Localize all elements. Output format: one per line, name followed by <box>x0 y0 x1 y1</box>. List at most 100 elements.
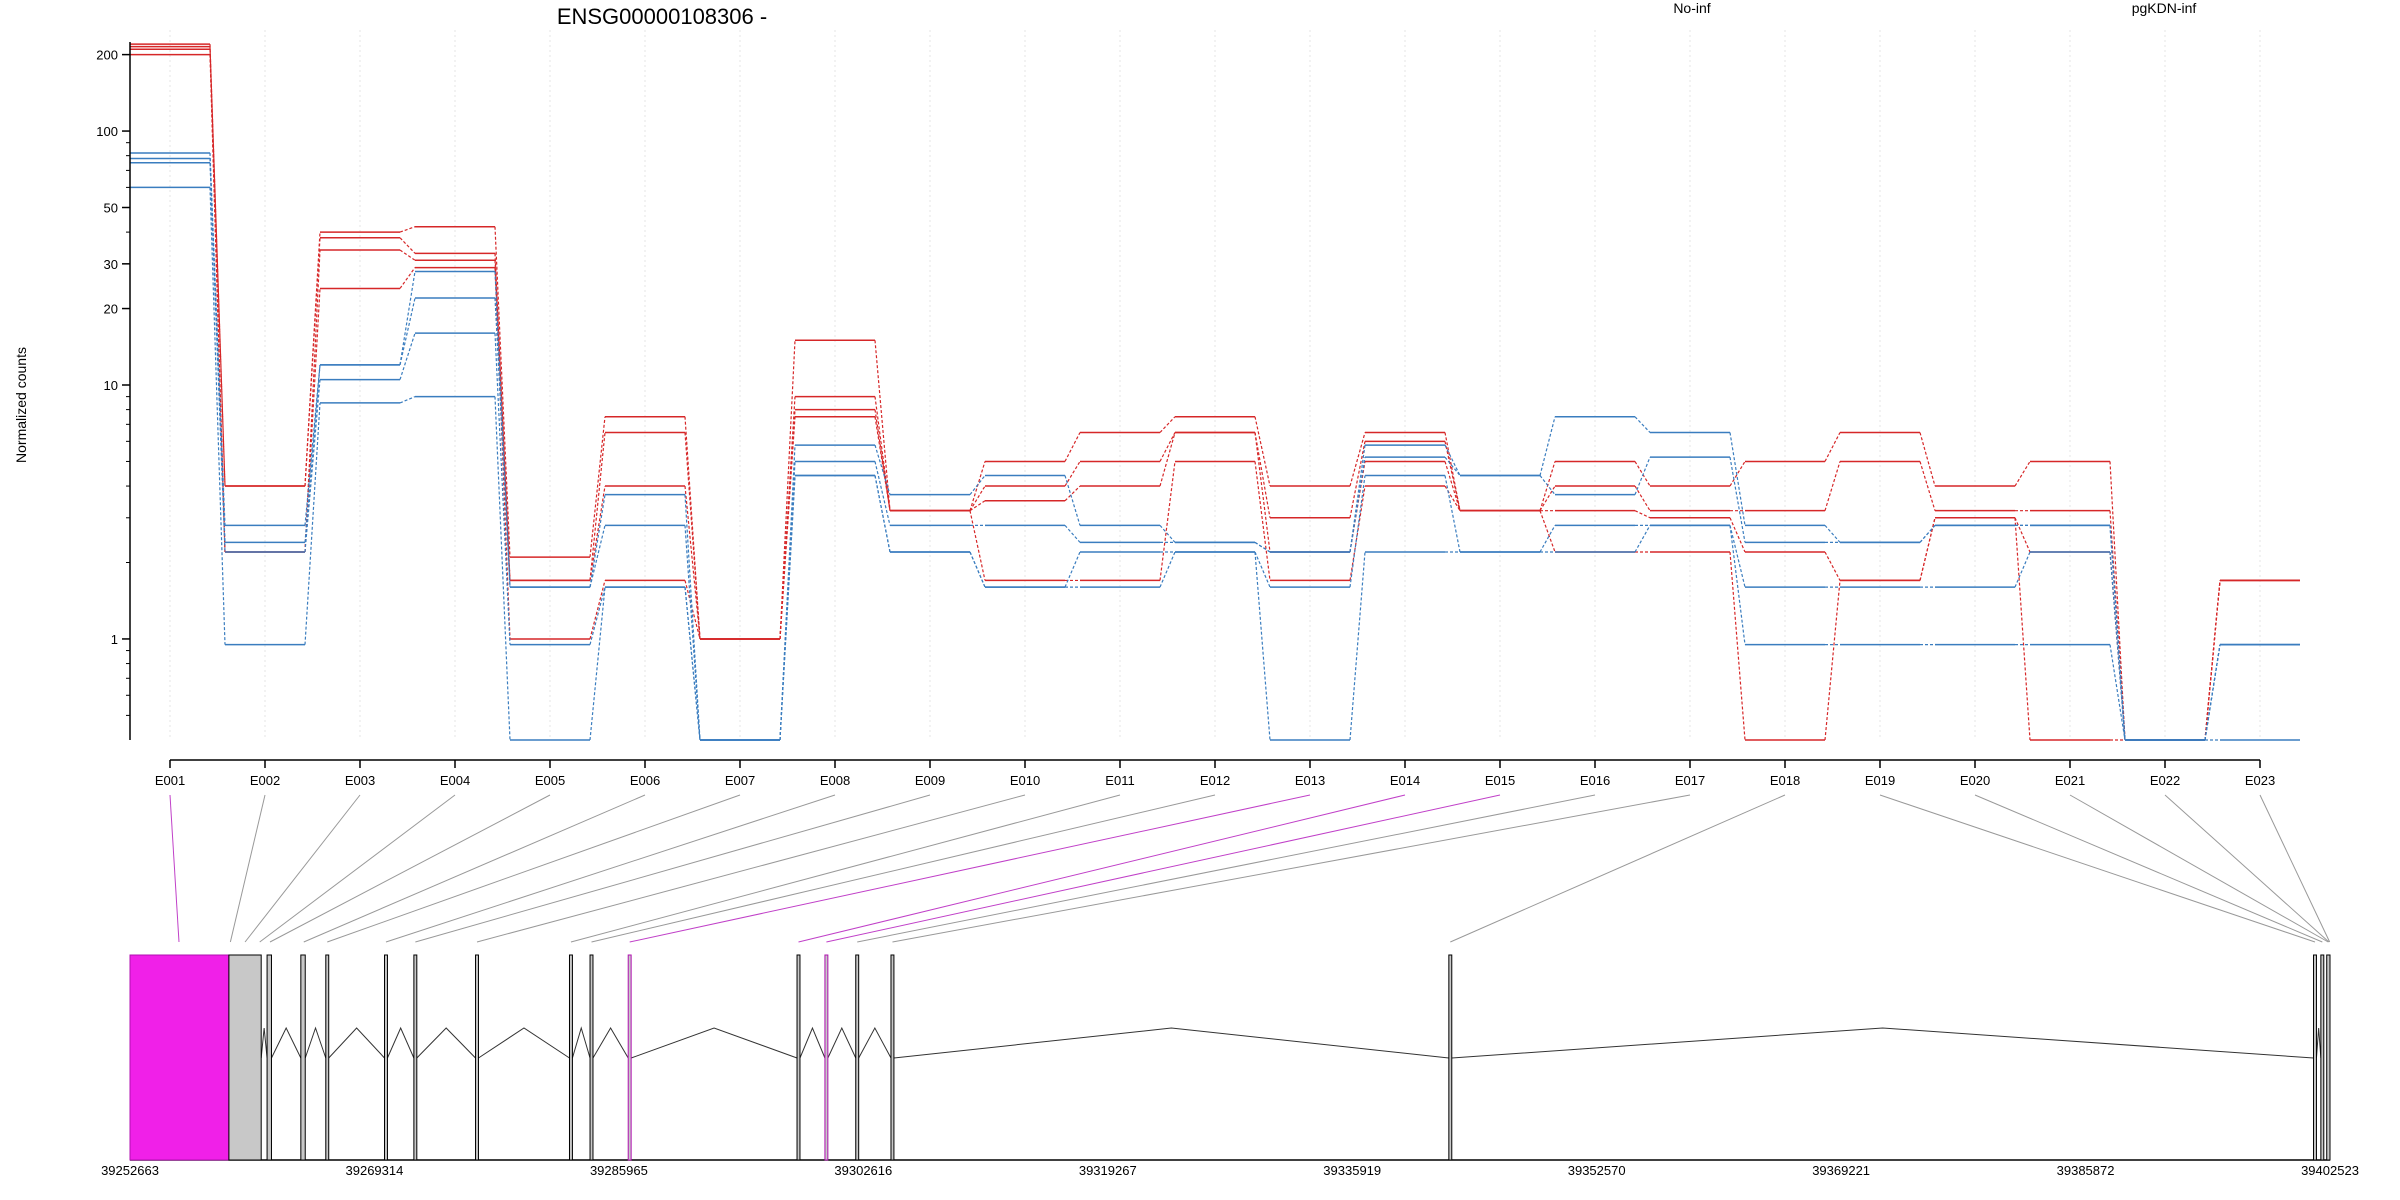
x-tick-label: E012 <box>1200 773 1230 788</box>
connector-segment <box>1824 524 1841 543</box>
connector-segment <box>399 271 416 365</box>
connector-segment <box>1539 510 1556 553</box>
coordinate-label: 39369221 <box>1812 1163 1870 1178</box>
connector-segment <box>2109 644 2126 741</box>
connector-segment <box>589 586 606 645</box>
connector-segment <box>1824 551 1841 581</box>
connector-segment <box>1254 551 1271 741</box>
connector-segment <box>589 580 606 640</box>
x-tick-label: E006 <box>630 773 660 788</box>
connector-segment <box>1159 432 1176 462</box>
coordinate-label: 39385872 <box>2057 1163 2115 1178</box>
connector-segment <box>969 485 986 511</box>
connector-segment <box>1729 551 1746 741</box>
x-tick-label: E013 <box>1295 773 1325 788</box>
connector-segment <box>494 333 511 645</box>
intron <box>571 1026 591 1059</box>
connector-segment <box>209 46 226 487</box>
x-tick-label: E015 <box>1485 773 1515 788</box>
exon-link-e008 <box>385 794 836 943</box>
y-tick-label: 100 <box>96 124 118 139</box>
connector-segment <box>304 379 321 553</box>
connector-segment <box>494 226 511 558</box>
connector-segment <box>494 271 511 588</box>
connector-segment <box>969 475 986 496</box>
connector-segment <box>1729 525 1746 588</box>
x-tick-label: E003 <box>345 773 375 788</box>
connector-segment <box>1349 432 1366 487</box>
connector-segment <box>1444 432 1461 511</box>
exon-box <box>568 954 573 1161</box>
x-tick-label: E014 <box>1390 773 1420 788</box>
intron <box>893 1027 1449 1059</box>
exon-box <box>384 954 388 1161</box>
x-tick-label: E016 <box>1580 773 1610 788</box>
intron <box>827 1026 857 1059</box>
connector-segment <box>2204 580 2221 741</box>
connector-segment <box>2109 525 2126 741</box>
exon-link-e015 <box>826 794 1501 943</box>
connector-segment <box>1254 432 1271 518</box>
exon-link-e020 <box>1974 794 2323 943</box>
connector-segment <box>1634 510 1651 519</box>
x-tick-label: E011 <box>1105 773 1134 788</box>
exon-link-e014 <box>798 794 1406 943</box>
connector-segment <box>684 432 701 639</box>
connector-segment <box>589 587 606 741</box>
connector-segment <box>1254 461 1271 581</box>
connector-segment <box>589 525 606 588</box>
intron <box>630 1027 798 1059</box>
intron <box>592 1027 629 1059</box>
y-tick-label: 50 <box>104 201 118 216</box>
connector-segment <box>1254 541 1271 553</box>
connector-segment <box>589 494 606 588</box>
connector-segment <box>494 396 511 741</box>
connector-segment <box>1159 524 1176 543</box>
connector-segment <box>1539 475 1556 496</box>
x-tick-label: E022 <box>2150 773 2180 788</box>
connector-segment <box>684 485 701 640</box>
exon-box <box>300 954 306 1161</box>
connector-segment <box>1159 432 1176 487</box>
connector-segment <box>1349 475 1366 588</box>
connector-segment <box>1064 524 1081 543</box>
connector-segment <box>1159 416 1176 433</box>
connector-segment <box>1634 456 1651 495</box>
connector-segment <box>1539 416 1556 476</box>
exon-box <box>855 954 860 1161</box>
connector-segment <box>1444 444 1461 476</box>
connector-segment <box>2204 644 2221 741</box>
series-no-inf-3 <box>130 53 2300 741</box>
connector-segment <box>1824 461 1841 511</box>
connector-segment <box>1824 432 1841 462</box>
coordinate-label: 39285965 <box>590 1163 648 1178</box>
connector-segment <box>1254 432 1271 553</box>
connector-segment <box>209 162 226 553</box>
connector-segment <box>1064 475 1081 526</box>
intron <box>271 1026 302 1059</box>
coordinate-label: 39352570 <box>1568 1163 1626 1178</box>
connector-segment <box>2014 517 2031 741</box>
connector-segment <box>399 297 416 366</box>
connector-segment <box>1729 457 1746 543</box>
connector-segment <box>304 237 321 487</box>
exon-link-e001 <box>169 794 180 943</box>
coordinate-label: 39302616 <box>834 1163 892 1178</box>
connector-segment <box>2109 461 2126 741</box>
intron <box>858 1026 892 1059</box>
connector-segment <box>1539 525 1556 553</box>
x-tick-label: E018 <box>1770 773 1800 788</box>
exon-box <box>2320 954 2325 1161</box>
exon-link-e013 <box>629 794 1311 943</box>
x-tick-label: E017 <box>1675 773 1705 788</box>
connector-segment <box>1064 485 1081 502</box>
coordinate-label: 39402523 <box>2301 1163 2359 1178</box>
connector-segment <box>589 416 606 558</box>
intron <box>260 1027 268 1059</box>
connector-segment <box>1919 461 1936 511</box>
exon-box <box>824 954 829 1161</box>
connector-segment <box>1634 416 1651 433</box>
intron <box>416 1027 476 1059</box>
exon-link-e011 <box>570 794 1121 943</box>
